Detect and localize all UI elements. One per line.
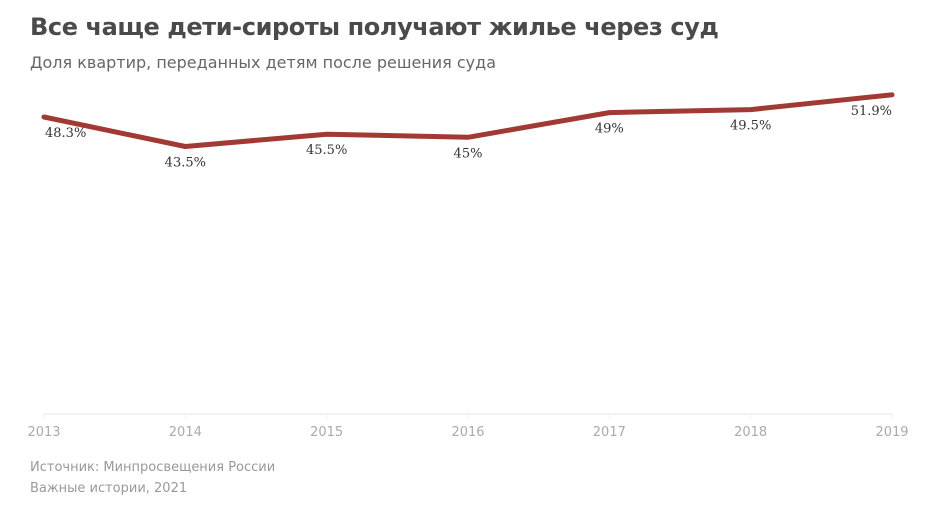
data-label-2016: 45% bbox=[454, 146, 483, 161]
data-label-2015: 45.5% bbox=[306, 143, 347, 158]
chart-subtitle: Доля квартир, переданных детям после реш… bbox=[30, 53, 497, 72]
chart-title: Все чаще дети-сироты получают жилье чере… bbox=[30, 13, 719, 41]
x-tick-label-2016: 2016 bbox=[451, 425, 484, 440]
data-label-2017: 49% bbox=[595, 122, 624, 137]
x-tick-label-2018: 2018 bbox=[734, 425, 767, 440]
x-tick-label-2019: 2019 bbox=[875, 425, 908, 440]
x-axis-ticks: 2013 2014 2015 2016 2017 2018 2019 bbox=[27, 414, 909, 440]
series-line bbox=[41, 92, 895, 149]
data-labels: 48.3% 43.5% 45.5% 45% 49% 49.5% 51.9% bbox=[45, 104, 892, 171]
data-label-2018: 49.5% bbox=[730, 119, 771, 134]
x-tick-label-2015: 2015 bbox=[310, 425, 343, 440]
data-label-2019: 51.9% bbox=[851, 104, 892, 119]
x-tick-label-2014: 2014 bbox=[169, 425, 202, 440]
x-tick-label-2017: 2017 bbox=[593, 425, 626, 440]
credit-note: Важные истории, 2021 bbox=[30, 481, 188, 496]
data-label-2013: 48.3% bbox=[45, 126, 86, 141]
data-label-2014: 43.5% bbox=[165, 155, 206, 170]
x-tick-label-2013: 2013 bbox=[27, 425, 60, 440]
source-note: Источник: Минпросвещения России bbox=[30, 460, 276, 475]
